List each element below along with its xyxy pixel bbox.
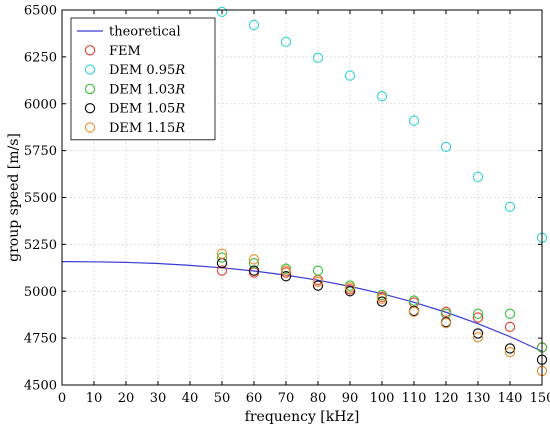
legend-label-dem-1-15r: DEM 1.15R	[109, 121, 185, 136]
legend-label-theoretical: theoretical	[109, 25, 181, 40]
data-point-dem-0-95r	[280, 36, 292, 48]
data-point-dem-0-95r	[312, 52, 324, 64]
data-point-dem-1-15r	[344, 282, 356, 293]
x-tick-label: 40	[182, 391, 199, 406]
axis-ticks: 0 10 20 30 40 50 60 70 80 90 100 110 120 130 140 150 450…	[24, 4, 550, 407]
data-point-fem	[472, 312, 484, 323]
y-tick-label: 4750	[24, 332, 57, 347]
data-point-dem-1-15r	[216, 248, 228, 259]
x-tick-label: 110	[402, 391, 427, 406]
data-point-dem-1-15r	[376, 293, 388, 304]
x-tick-label: 50	[214, 391, 231, 406]
x-axis-title: frequency [kHz]	[245, 409, 360, 425]
x-tick-label: 30	[150, 391, 167, 406]
data-point-dem-1-15r	[280, 265, 292, 276]
x-tick-label: 60	[246, 391, 263, 406]
data-point-dem-0-95r	[216, 6, 228, 18]
data-point-dem-1-03r	[504, 308, 516, 319]
data-point-dem-1-03r	[376, 289, 388, 301]
y-tick-label: 5000	[24, 285, 57, 300]
data-point-dem-1-03r	[472, 308, 484, 319]
x-tick-label: 10	[86, 391, 103, 406]
data-point-fem	[504, 321, 516, 333]
x-tick-label: 90	[342, 391, 359, 406]
x-tick-label: 70	[278, 391, 295, 406]
data-point-dem-0-95r	[344, 70, 356, 81]
legend-marker-fem	[84, 45, 96, 56]
y-tick-label: 5500	[24, 191, 57, 206]
data-point-dem-1-15r	[504, 346, 516, 358]
data-point-fem	[216, 265, 228, 276]
y-tick-label: 4500	[24, 379, 57, 394]
y-tick-label: 5750	[24, 144, 57, 159]
data-point-dem-1-15r	[472, 331, 484, 343]
legend-marker-dem-1-03r	[84, 83, 96, 95]
y-tick-label: 6250	[24, 50, 57, 65]
y-tick-label: 6500	[24, 4, 57, 19]
legend-label-dem-0-95r: DEM 0.95R	[109, 63, 185, 78]
x-tick-label: 100	[370, 391, 395, 406]
data-point-dem-1-03r	[248, 257, 260, 269]
data-point-dem-1-03r	[312, 265, 324, 276]
x-tick-label: 80	[310, 391, 327, 406]
legend-label-dem-1-03r: DEM 1.03R	[109, 82, 185, 97]
data-point-dem-1-03r	[216, 252, 228, 263]
legend-marker-dem-1-15r	[84, 122, 96, 133]
series-dem-0-95r	[216, 6, 548, 244]
legend-label-fem: FEM	[109, 44, 141, 59]
data-point-dem-1-15r	[312, 276, 324, 288]
y-axis-title: group speed [m/s]	[6, 133, 22, 262]
data-point-dem-1-15r	[408, 306, 420, 318]
legend: theoretical FEM DEM 0.95R DEM 1.03R DEM 1.05…	[70, 17, 216, 141]
legend-marker-dem-1-05r	[84, 102, 96, 114]
theoretical-curve-group	[61, 261, 543, 352]
data-point-dem-0-95r	[248, 19, 260, 31]
data-point-dem-1-05r	[344, 286, 356, 297]
data-point-dem-0-95r	[472, 171, 484, 183]
y-tick-label: 5250	[24, 238, 57, 253]
theoretical-curve	[61, 261, 543, 352]
data-point-dem-1-05r	[376, 296, 388, 307]
x-tick-label: 150	[530, 391, 550, 406]
x-tick-label: 0	[58, 391, 66, 406]
data-point-dem-1-05r	[312, 280, 324, 291]
series-dem-1-15r	[216, 248, 548, 377]
legend-marker-dem-0-95r	[84, 64, 96, 75]
data-point-dem-0-95r	[440, 141, 452, 153]
data-point-dem-0-95r	[376, 91, 388, 102]
data-point-dem-1-05r	[504, 343, 516, 354]
data-point-dem-1-15r	[248, 254, 260, 265]
x-tick-label: 130	[466, 391, 491, 406]
x-tick-label: 120	[434, 391, 459, 406]
data-point-dem-1-15r	[440, 317, 452, 329]
data-point-dem-1-05r	[472, 328, 484, 339]
x-tick-label: 20	[118, 391, 135, 406]
legend-label-dem-1-05r: DEM 1.05R	[109, 102, 185, 117]
y-tick-label: 6000	[24, 97, 57, 112]
data-point-dem-0-95r	[504, 201, 516, 213]
data-point-dem-1-05r	[248, 265, 260, 276]
data-point-dem-1-03r	[408, 295, 420, 306]
x-tick-label: 140	[498, 391, 523, 406]
data-point-dem-0-95r	[408, 115, 420, 126]
legend-box	[70, 17, 216, 141]
data-points	[216, 6, 548, 377]
data-point-dem-1-05r	[280, 271, 292, 282]
